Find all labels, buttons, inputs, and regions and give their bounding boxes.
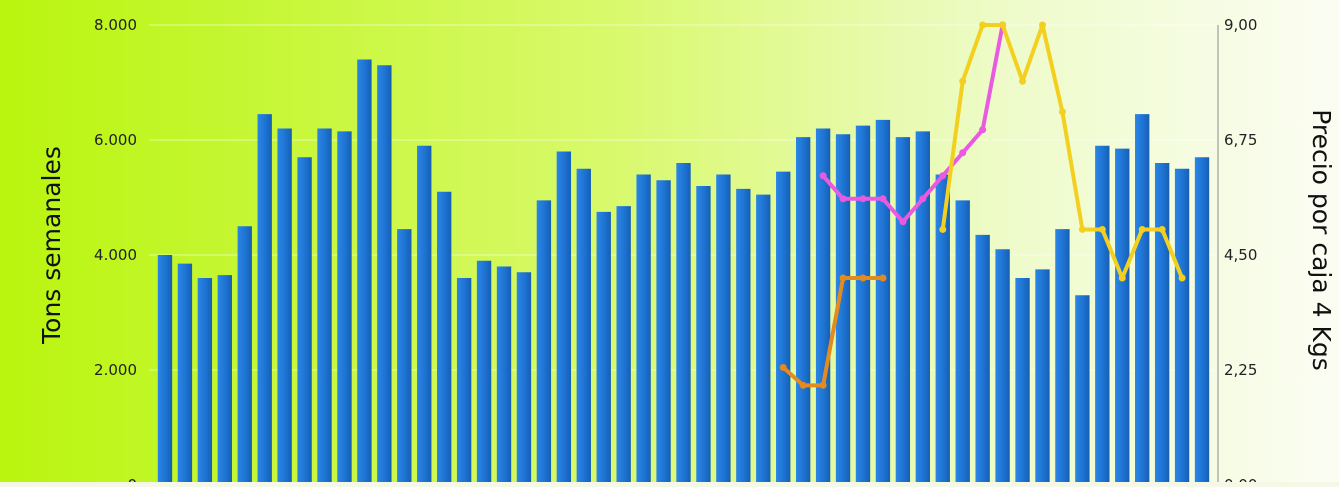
line-point xyxy=(979,126,987,134)
line-point xyxy=(979,21,987,29)
y-tick-right: 6,75 xyxy=(1224,131,1257,149)
line-point xyxy=(919,195,927,203)
bar xyxy=(776,171,791,485)
bar xyxy=(1015,278,1030,485)
line-point xyxy=(959,77,967,85)
bar xyxy=(676,163,691,485)
bar xyxy=(576,168,591,485)
line-point xyxy=(1098,225,1106,233)
line-point xyxy=(1078,225,1086,233)
line-point xyxy=(959,149,967,157)
bar xyxy=(835,134,851,485)
y-tick-right: 2,25 xyxy=(1224,361,1257,379)
bar xyxy=(736,188,751,485)
bar xyxy=(935,174,950,485)
bar xyxy=(696,186,711,485)
bar xyxy=(397,229,412,485)
series-line xyxy=(821,23,1005,224)
bar xyxy=(1055,229,1070,485)
bar xyxy=(337,131,352,485)
bar xyxy=(516,272,532,485)
bar xyxy=(875,119,891,485)
bar xyxy=(297,157,312,485)
line-point xyxy=(819,172,827,180)
bar xyxy=(357,59,372,485)
bar xyxy=(1135,114,1150,485)
bar xyxy=(975,234,990,485)
bar xyxy=(536,200,552,485)
bar xyxy=(496,266,512,485)
bar xyxy=(855,125,871,485)
bar xyxy=(815,128,831,485)
bar xyxy=(915,131,931,485)
line-point xyxy=(1058,108,1066,116)
y-tick-right: 9,00 xyxy=(1224,16,1257,34)
line-point xyxy=(1158,225,1166,233)
bar xyxy=(716,174,731,485)
bar xyxy=(1095,145,1110,485)
line-point xyxy=(859,274,867,282)
line-point xyxy=(879,195,887,203)
bar xyxy=(955,200,970,485)
bar xyxy=(436,191,452,485)
line-point xyxy=(819,381,827,389)
bar xyxy=(277,128,292,485)
bar xyxy=(237,226,252,485)
y-axis-left-label: Tons semanales xyxy=(37,146,66,345)
bar xyxy=(1174,168,1190,485)
y-tick-left: 8.000 xyxy=(94,16,137,34)
line-point xyxy=(839,195,847,203)
y-tick-left: 2.000 xyxy=(94,361,137,379)
line-point xyxy=(1118,274,1126,282)
bar xyxy=(1075,295,1090,485)
line-point xyxy=(939,172,947,180)
line-point xyxy=(1178,274,1186,282)
y-axis-right-label: Precio por caja 4 Kgs xyxy=(1307,109,1336,371)
bar xyxy=(636,174,651,485)
bar xyxy=(1115,148,1130,485)
bar xyxy=(1154,163,1170,485)
line-point xyxy=(939,225,947,233)
bar xyxy=(177,263,193,485)
bar xyxy=(377,65,392,485)
y-tick-left: 4.000 xyxy=(94,246,137,264)
line-point xyxy=(879,274,887,282)
bar xyxy=(795,137,811,485)
line-point xyxy=(1038,21,1046,29)
bar xyxy=(197,278,213,485)
bar xyxy=(895,137,911,485)
line-point xyxy=(779,363,787,371)
bar xyxy=(616,206,631,485)
bar xyxy=(596,211,611,485)
bar xyxy=(556,151,572,485)
bar xyxy=(756,194,771,485)
y-tick-left: 6.000 xyxy=(94,131,137,149)
bar xyxy=(456,278,472,485)
y-tick-left: 0 xyxy=(127,476,137,482)
bar xyxy=(1194,157,1210,485)
line-point xyxy=(899,218,907,226)
line-point xyxy=(1019,77,1027,85)
bar xyxy=(995,249,1010,485)
line-point xyxy=(859,195,867,203)
bar xyxy=(257,114,272,485)
bar xyxy=(1035,269,1050,485)
bar xyxy=(217,275,232,485)
bar xyxy=(157,255,173,485)
line-point xyxy=(799,381,807,389)
bars xyxy=(157,59,1210,485)
line-point xyxy=(1138,225,1146,233)
bar xyxy=(476,260,492,485)
bar xyxy=(417,145,432,485)
line-point xyxy=(839,274,847,282)
y-tick-right: 4,50 xyxy=(1224,246,1257,264)
bar xyxy=(317,128,332,485)
bar xyxy=(656,180,671,485)
y-tick-right: 0,00 xyxy=(1224,476,1257,482)
series-lines xyxy=(779,21,1186,389)
line-point xyxy=(999,21,1007,29)
